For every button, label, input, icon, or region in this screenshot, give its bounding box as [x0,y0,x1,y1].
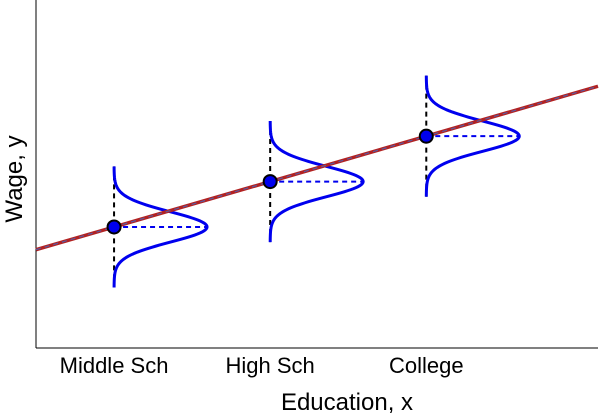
conditional-distributions [112,75,521,288]
axes [35,0,598,349]
x-tick-label: High Sch [226,353,315,378]
conditional-means [106,128,434,235]
regression-line-group [35,84,599,252]
regression-line-dash [35,85,599,251]
x-tick-label: College [389,353,464,378]
mean-point [262,174,278,190]
x-tick-labels: Middle Sch High Sch College [60,353,464,378]
mean-point [418,128,434,144]
y-axis-label: Wage, y [1,135,28,222]
x-axis-label: Education, x [281,389,413,416]
density-curve [112,166,209,288]
x-tick-label: Middle Sch [60,353,169,378]
mean-point [106,219,122,235]
density-curve [268,121,365,243]
density-curve [424,75,521,197]
